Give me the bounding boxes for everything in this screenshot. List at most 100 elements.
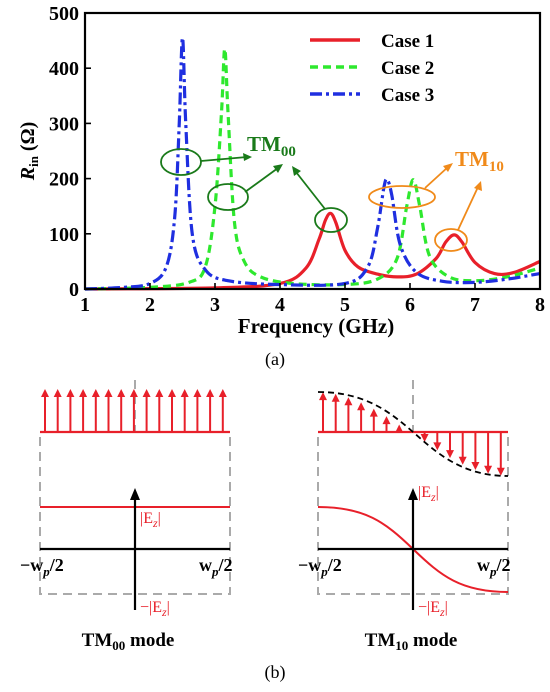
tm00-mode-diagram: |Ez| −|Ez| −wp/2 wp/2 TM00 mode	[20, 380, 233, 653]
tm00-field-arrow-head	[91, 389, 100, 397]
tm00-label-main: TM	[247, 132, 281, 156]
tm10-mode-diagram: |Ez| −|Ez| −wp/2 wp/2 TM10 mode	[298, 380, 511, 653]
tm00-ellipse-case-1	[314, 207, 348, 233]
tm10-arrowhead-2	[474, 181, 482, 191]
y-tick-label: 200	[49, 169, 79, 191]
y-label-main: R	[17, 167, 39, 181]
y-axis-label: Rin (Ω)	[17, 122, 41, 182]
ticks-layer: 1 2 3 4 5 6 7 8 0 100 200 300 400 500	[49, 3, 545, 316]
tm10-x-left-label: −wp/2	[298, 555, 342, 579]
tm00-field-arrow-head	[53, 389, 62, 397]
resistance-chart: 1 2 3 4 5 6 7 8 0 100 200 300 400 500 Rin (Ω) Frequen…	[17, 3, 545, 370]
series-line-case-2	[84, 47, 541, 291]
tm10-mode-caption: TM10 mode	[365, 630, 458, 653]
x-tick-label: 2	[145, 294, 155, 316]
tm00-field-arrow-head	[41, 389, 49, 397]
tm10-field-arrow-head	[433, 442, 442, 451]
tm00-field-arrow-head	[193, 389, 202, 397]
legend-label-case-3: Case 3	[381, 85, 434, 106]
tm10-envelope-curve	[317, 391, 509, 477]
tm00-label: TM00	[247, 132, 296, 160]
tm10-field-arrow-head	[471, 462, 480, 471]
tm10-field-arrows	[319, 392, 505, 476]
panel-a-label: (a)	[265, 349, 285, 370]
tm10-label-main: TM	[455, 147, 489, 171]
tm00-annotation	[160, 148, 348, 233]
x-tick-label: 4	[275, 294, 285, 316]
x-tick-label: 5	[340, 294, 350, 316]
y-tick-label: 100	[49, 224, 79, 246]
tm00-field-arrow-head	[129, 389, 138, 397]
tm00-field-arrow-head	[66, 389, 75, 397]
tm10-field-arrow-head	[484, 465, 493, 474]
tm00-field-arrows	[41, 389, 227, 432]
tm00-field-arrow-head	[117, 389, 126, 397]
x-tick-label: 8	[535, 294, 545, 316]
tm10-field-arrow-head	[357, 402, 366, 411]
x-tick-label: 7	[470, 294, 480, 316]
tm10-field-arrow-head	[458, 456, 467, 465]
tm10-label-sub: 10	[489, 159, 504, 175]
tm00-ez-top: |Ez|	[140, 510, 161, 530]
tm00-arrow-2	[244, 167, 279, 193]
tm10-field-arrow-head	[344, 397, 353, 406]
tm00-arrowhead-1	[243, 153, 252, 161]
tm00-field-arrow-head	[142, 389, 151, 397]
tm00-field-arrow-head	[155, 389, 164, 397]
tm10-field-arrow-head	[496, 467, 505, 476]
tm00-arrow-3	[295, 171, 326, 210]
tm10-x-right-label: wp/2	[477, 555, 511, 579]
tm00-ellipse-case-2	[207, 183, 249, 211]
tm00-field-arrow-head	[79, 389, 88, 397]
tm00-field-arrow-head	[206, 389, 215, 397]
tm00-x-left-label: −wp/2	[20, 555, 64, 579]
legend-label-case-2: Case 2	[381, 58, 434, 79]
tm00-ez-bottom: −|Ez|	[140, 599, 170, 619]
tm10-field-arrow-head	[382, 416, 391, 425]
tm10-label: TM10	[455, 147, 504, 175]
x-axis-label: Frequency (GHz)	[238, 314, 395, 338]
tm00-arrowhead-3	[292, 166, 301, 176]
tm10-ez-top: |Ez|	[418, 484, 439, 504]
x-tick-label: 3	[210, 294, 220, 316]
legend-label-case-1: Case 1	[381, 31, 434, 52]
tm10-ellipse-pair	[368, 185, 436, 209]
tm00-field-arrow-head	[218, 389, 227, 397]
y-tick-label: 300	[49, 113, 79, 135]
tm00-field-arrow-head	[104, 389, 113, 397]
tm00-label-sub: 00	[281, 144, 296, 160]
tm10-annotation	[368, 163, 482, 252]
tm10-field-arrow-head	[319, 392, 327, 401]
legend: Case 1 Case 2 Case 3	[310, 31, 434, 106]
tm10-arrow-2	[457, 186, 479, 231]
tm10-ez-bottom: −|Ez|	[418, 599, 448, 619]
y-tick-label: 500	[49, 3, 79, 25]
tm10-field-arrow-head	[331, 393, 340, 402]
tm00-arrowhead-2	[273, 164, 283, 173]
tm00-arrow-1	[200, 156, 248, 162]
tm10-field-arrow-head	[420, 434, 429, 443]
tm10-arrowhead-1	[443, 163, 453, 172]
tm00-x-right-label: wp/2	[199, 555, 233, 579]
tm00-ellipse-case-3	[160, 148, 202, 176]
x-tick-label: 1	[80, 294, 90, 316]
tm00-mode-caption: TM00 mode	[82, 630, 175, 653]
tm10-field-arrow-head	[446, 450, 454, 459]
tm00-field-arrow-head	[180, 389, 189, 397]
tm10-ellipse-case-1	[434, 228, 468, 252]
panel-b-label: (b)	[265, 662, 286, 683]
tm10-y-arrowhead	[408, 488, 418, 500]
y-tick-label: 0	[69, 279, 79, 301]
y-tick-label: 400	[49, 58, 79, 80]
x-tick-label: 6	[405, 294, 415, 316]
tm00-field-arrow-head	[168, 389, 176, 397]
tm00-y-arrowhead	[130, 488, 140, 500]
tm10-field-arrow-head	[369, 408, 378, 417]
tm10-field-arrow-head	[395, 424, 404, 433]
tm10-arrow-1	[424, 166, 449, 189]
y-label-unit: (Ω)	[17, 122, 39, 156]
series-line-case-1	[84, 211, 541, 291]
plot-frame	[83, 11, 542, 291]
